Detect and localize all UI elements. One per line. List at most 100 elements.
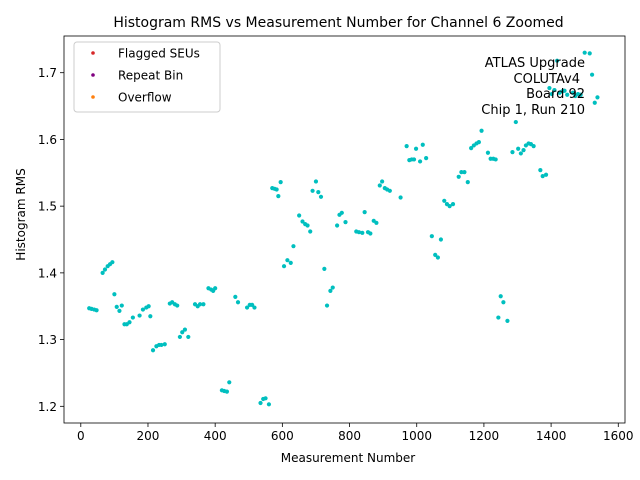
legend-label-flagged-seus: Flagged SEUs bbox=[118, 47, 200, 61]
legend-marker-repeat-bin bbox=[91, 73, 95, 77]
data-point bbox=[318, 194, 324, 199]
data-point bbox=[565, 92, 570, 97]
data-point bbox=[582, 50, 587, 55]
data-point bbox=[162, 342, 167, 347]
legend-marker-overflow bbox=[91, 95, 95, 99]
data-point bbox=[380, 179, 385, 184]
data-point bbox=[592, 100, 597, 105]
y-tick-label: 1.4 bbox=[38, 266, 57, 280]
data-point bbox=[339, 210, 344, 215]
data-point bbox=[531, 143, 536, 149]
legend-marker-flagged-seus bbox=[91, 51, 95, 55]
data-point bbox=[137, 313, 142, 318]
x-tick-label: 1200 bbox=[469, 429, 500, 443]
data-point bbox=[313, 179, 319, 184]
x-tick-label: 1600 bbox=[603, 429, 634, 443]
data-point bbox=[305, 223, 310, 228]
data-point bbox=[465, 180, 470, 185]
data-point bbox=[485, 150, 491, 155]
data-point bbox=[300, 219, 305, 224]
data-point bbox=[543, 172, 549, 177]
data-point bbox=[252, 305, 257, 310]
x-tick-label: 1400 bbox=[536, 429, 567, 443]
data-point bbox=[424, 156, 429, 161]
data-point bbox=[570, 90, 576, 95]
data-point bbox=[310, 188, 315, 193]
data-point bbox=[438, 237, 444, 242]
legend: Flagged SEUs Repeat Bin Overflow bbox=[73, 41, 221, 113]
data-point bbox=[555, 58, 560, 63]
data-point bbox=[411, 157, 417, 162]
data-point bbox=[130, 315, 135, 320]
annotation-line-1: ATLAS Upgrade bbox=[485, 56, 585, 71]
data-point bbox=[595, 95, 600, 100]
data-point bbox=[450, 202, 456, 207]
data-point bbox=[459, 170, 464, 175]
data-point bbox=[94, 308, 99, 313]
data-point bbox=[513, 119, 518, 125]
data-point bbox=[360, 230, 365, 235]
data-point bbox=[288, 260, 293, 265]
data-point bbox=[140, 307, 146, 312]
data-point bbox=[496, 315, 501, 320]
data-point bbox=[413, 146, 419, 151]
data-point bbox=[102, 267, 108, 272]
data-point bbox=[119, 303, 124, 308]
data-point bbox=[404, 143, 409, 149]
y-tick-label: 1.3 bbox=[38, 333, 57, 347]
data-point bbox=[148, 314, 153, 319]
data-point bbox=[435, 255, 440, 260]
data-point bbox=[146, 304, 151, 309]
data-point bbox=[274, 187, 279, 192]
data-point bbox=[479, 128, 484, 133]
data-point bbox=[356, 230, 362, 235]
data-point bbox=[291, 244, 296, 249]
data-point bbox=[562, 88, 567, 93]
data-point bbox=[447, 204, 452, 209]
data-point bbox=[177, 334, 182, 340]
data-point bbox=[233, 294, 238, 299]
data-point bbox=[442, 198, 447, 203]
data-point bbox=[498, 294, 503, 299]
data-point bbox=[547, 85, 552, 91]
y-tick-label: 1.7 bbox=[38, 66, 57, 80]
data-point bbox=[159, 342, 164, 348]
data-point bbox=[362, 210, 367, 215]
data-point bbox=[127, 320, 132, 325]
annotation: ATLAS Upgrade COLUTAv4 Board 92 Chip 1, … bbox=[481, 56, 585, 118]
data-point bbox=[540, 174, 545, 179]
data-point bbox=[328, 288, 333, 293]
data-point bbox=[213, 286, 218, 291]
data-point bbox=[197, 302, 203, 307]
data-point bbox=[322, 266, 327, 271]
data-point bbox=[377, 183, 382, 188]
x-axis: 0 200 400 600 800 1000 1200 1400 1600 bbox=[77, 423, 634, 443]
x-tick-label: 1000 bbox=[401, 429, 432, 443]
data-point bbox=[549, 91, 554, 97]
x-tick-label: 200 bbox=[137, 429, 160, 443]
data-point bbox=[316, 190, 321, 195]
data-point bbox=[100, 270, 105, 275]
data-point bbox=[417, 159, 423, 164]
data-point bbox=[258, 400, 263, 406]
data-point bbox=[297, 213, 302, 218]
data-point bbox=[235, 300, 241, 305]
data-point bbox=[112, 292, 117, 297]
data-point bbox=[227, 380, 232, 385]
y-axis-label: Histogram RMS bbox=[14, 168, 28, 260]
data-point bbox=[587, 51, 592, 56]
data-point bbox=[521, 147, 526, 153]
data-point bbox=[186, 334, 191, 340]
data-point bbox=[343, 220, 348, 225]
data-point bbox=[462, 170, 467, 175]
data-point bbox=[281, 264, 287, 269]
data-point bbox=[387, 188, 392, 193]
data-point bbox=[493, 157, 498, 162]
data-point bbox=[510, 150, 515, 155]
legend-label-repeat-bin: Repeat Bin bbox=[118, 69, 183, 83]
data-point bbox=[552, 87, 557, 93]
plot-frame bbox=[63, 35, 626, 424]
data-point bbox=[518, 151, 523, 156]
data-point bbox=[578, 92, 583, 97]
data-point bbox=[398, 195, 403, 200]
